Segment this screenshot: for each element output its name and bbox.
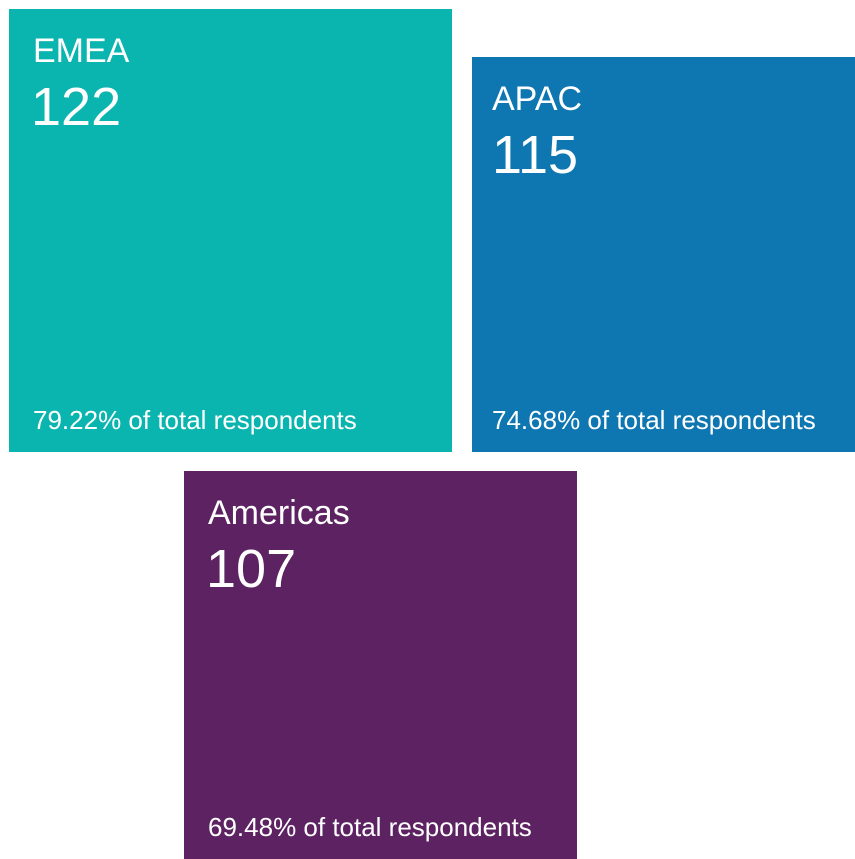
respondent-share: 69.48% of total respondents [208, 812, 532, 842]
region-tile: EMEA 122 79.22% of total respondents [9, 9, 452, 452]
region-name: APAC [492, 80, 583, 118]
respondent-count: 107 [206, 539, 297, 599]
region-name: Americas [208, 494, 350, 532]
respondent-count: 115 [492, 125, 579, 185]
region-name: EMEA [33, 32, 130, 70]
region-tile: Americas 107 69.48% of total respondents [184, 471, 577, 859]
respondent-share: 79.22% of total respondents [33, 405, 357, 435]
respondent-share: 74.68% of total respondents [492, 405, 816, 435]
region-tile: APAC 115 74.68% of total respondents [472, 57, 855, 452]
respondent-count: 122 [31, 77, 122, 137]
